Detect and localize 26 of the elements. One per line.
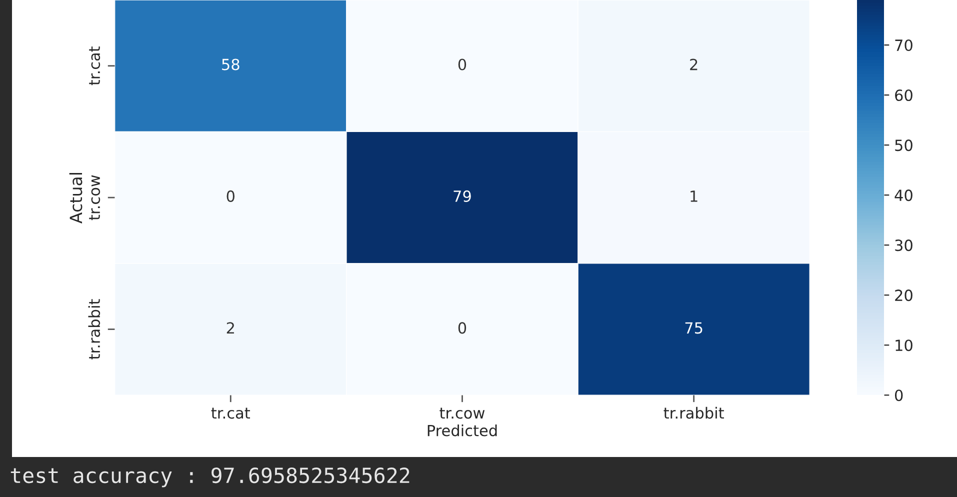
x-tick-label: tr.rabbit — [664, 406, 724, 419]
color-bar-label: 0 — [895, 390, 903, 402]
x-tick-label: tr.cat — [211, 408, 250, 419]
data-label: 58 — [222, 58, 240, 70]
data-label: 79 — [454, 190, 471, 202]
color-bar-label: 20 — [895, 290, 912, 302]
x-axis-title: Predicted — [428, 424, 497, 436]
y-tick-label: tr.cat — [89, 46, 100, 86]
data-label: 0 — [226, 190, 234, 202]
color-bar-label: 50 — [895, 140, 912, 152]
data-label: 2 — [226, 322, 234, 334]
data-label: 2 — [690, 58, 698, 70]
y-tick-label: tr.rabbit — [88, 299, 100, 360]
x-tick-label: tr.cow — [440, 408, 485, 419]
y-tick-label: tr.cow — [89, 175, 100, 220]
data-label: 75 — [685, 322, 702, 334]
color-bar-label: 60 — [895, 89, 912, 102]
color-bar-label: 30 — [895, 240, 912, 252]
color-bar-label: 70 — [895, 39, 912, 52]
y-axis-title: Actual — [69, 173, 82, 224]
data-label: 1 — [690, 190, 698, 202]
data-label: 0 — [458, 58, 466, 70]
data-label: 0 — [458, 322, 466, 334]
text: test accuracy : 97.6958525345622 — [10, 467, 410, 488]
color-bar-label: 40 — [894, 190, 912, 202]
color-bar-label: 10 — [896, 340, 912, 352]
